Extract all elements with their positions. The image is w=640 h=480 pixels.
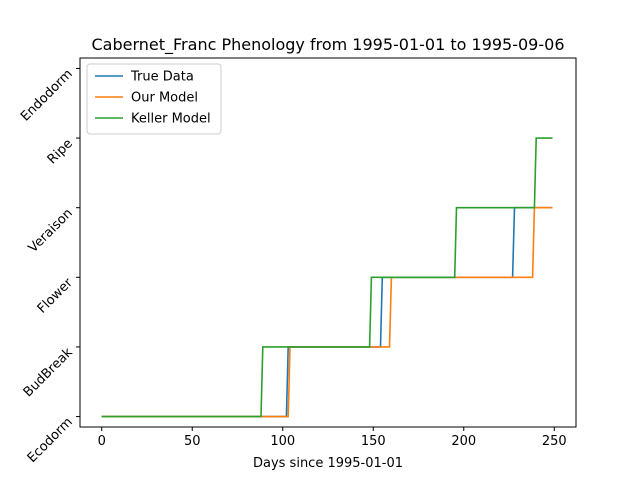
- x-tick-label: 100: [270, 434, 295, 449]
- plot-lines: [101, 137, 553, 418]
- x-tick-label: 0: [98, 434, 106, 449]
- x-tick-label: 200: [451, 434, 476, 449]
- chart-title: Cabernet_Franc Phenology from 1995-01-01…: [91, 35, 564, 55]
- legend-box: [86, 63, 222, 135]
- x-axis: 0 50 100 150 200 250: [98, 427, 567, 449]
- plot-frame: [79, 57, 577, 428]
- x-tick-label: 250: [542, 434, 567, 449]
- x-tick-label: 50: [184, 434, 201, 449]
- x-axis-label: Days since 1995-01-01: [253, 456, 403, 471]
- series-line-0: [101, 206, 553, 418]
- legend-label-0: True Data: [130, 70, 194, 85]
- legend-label-1: Our Model: [131, 91, 198, 106]
- series-line-1: [101, 206, 553, 418]
- legend: True Data Our Model Keller Model: [86, 63, 222, 135]
- legend-label-2: Keller Model: [131, 112, 211, 127]
- x-tick-label: 150: [361, 434, 386, 449]
- series-line-2: [101, 137, 553, 418]
